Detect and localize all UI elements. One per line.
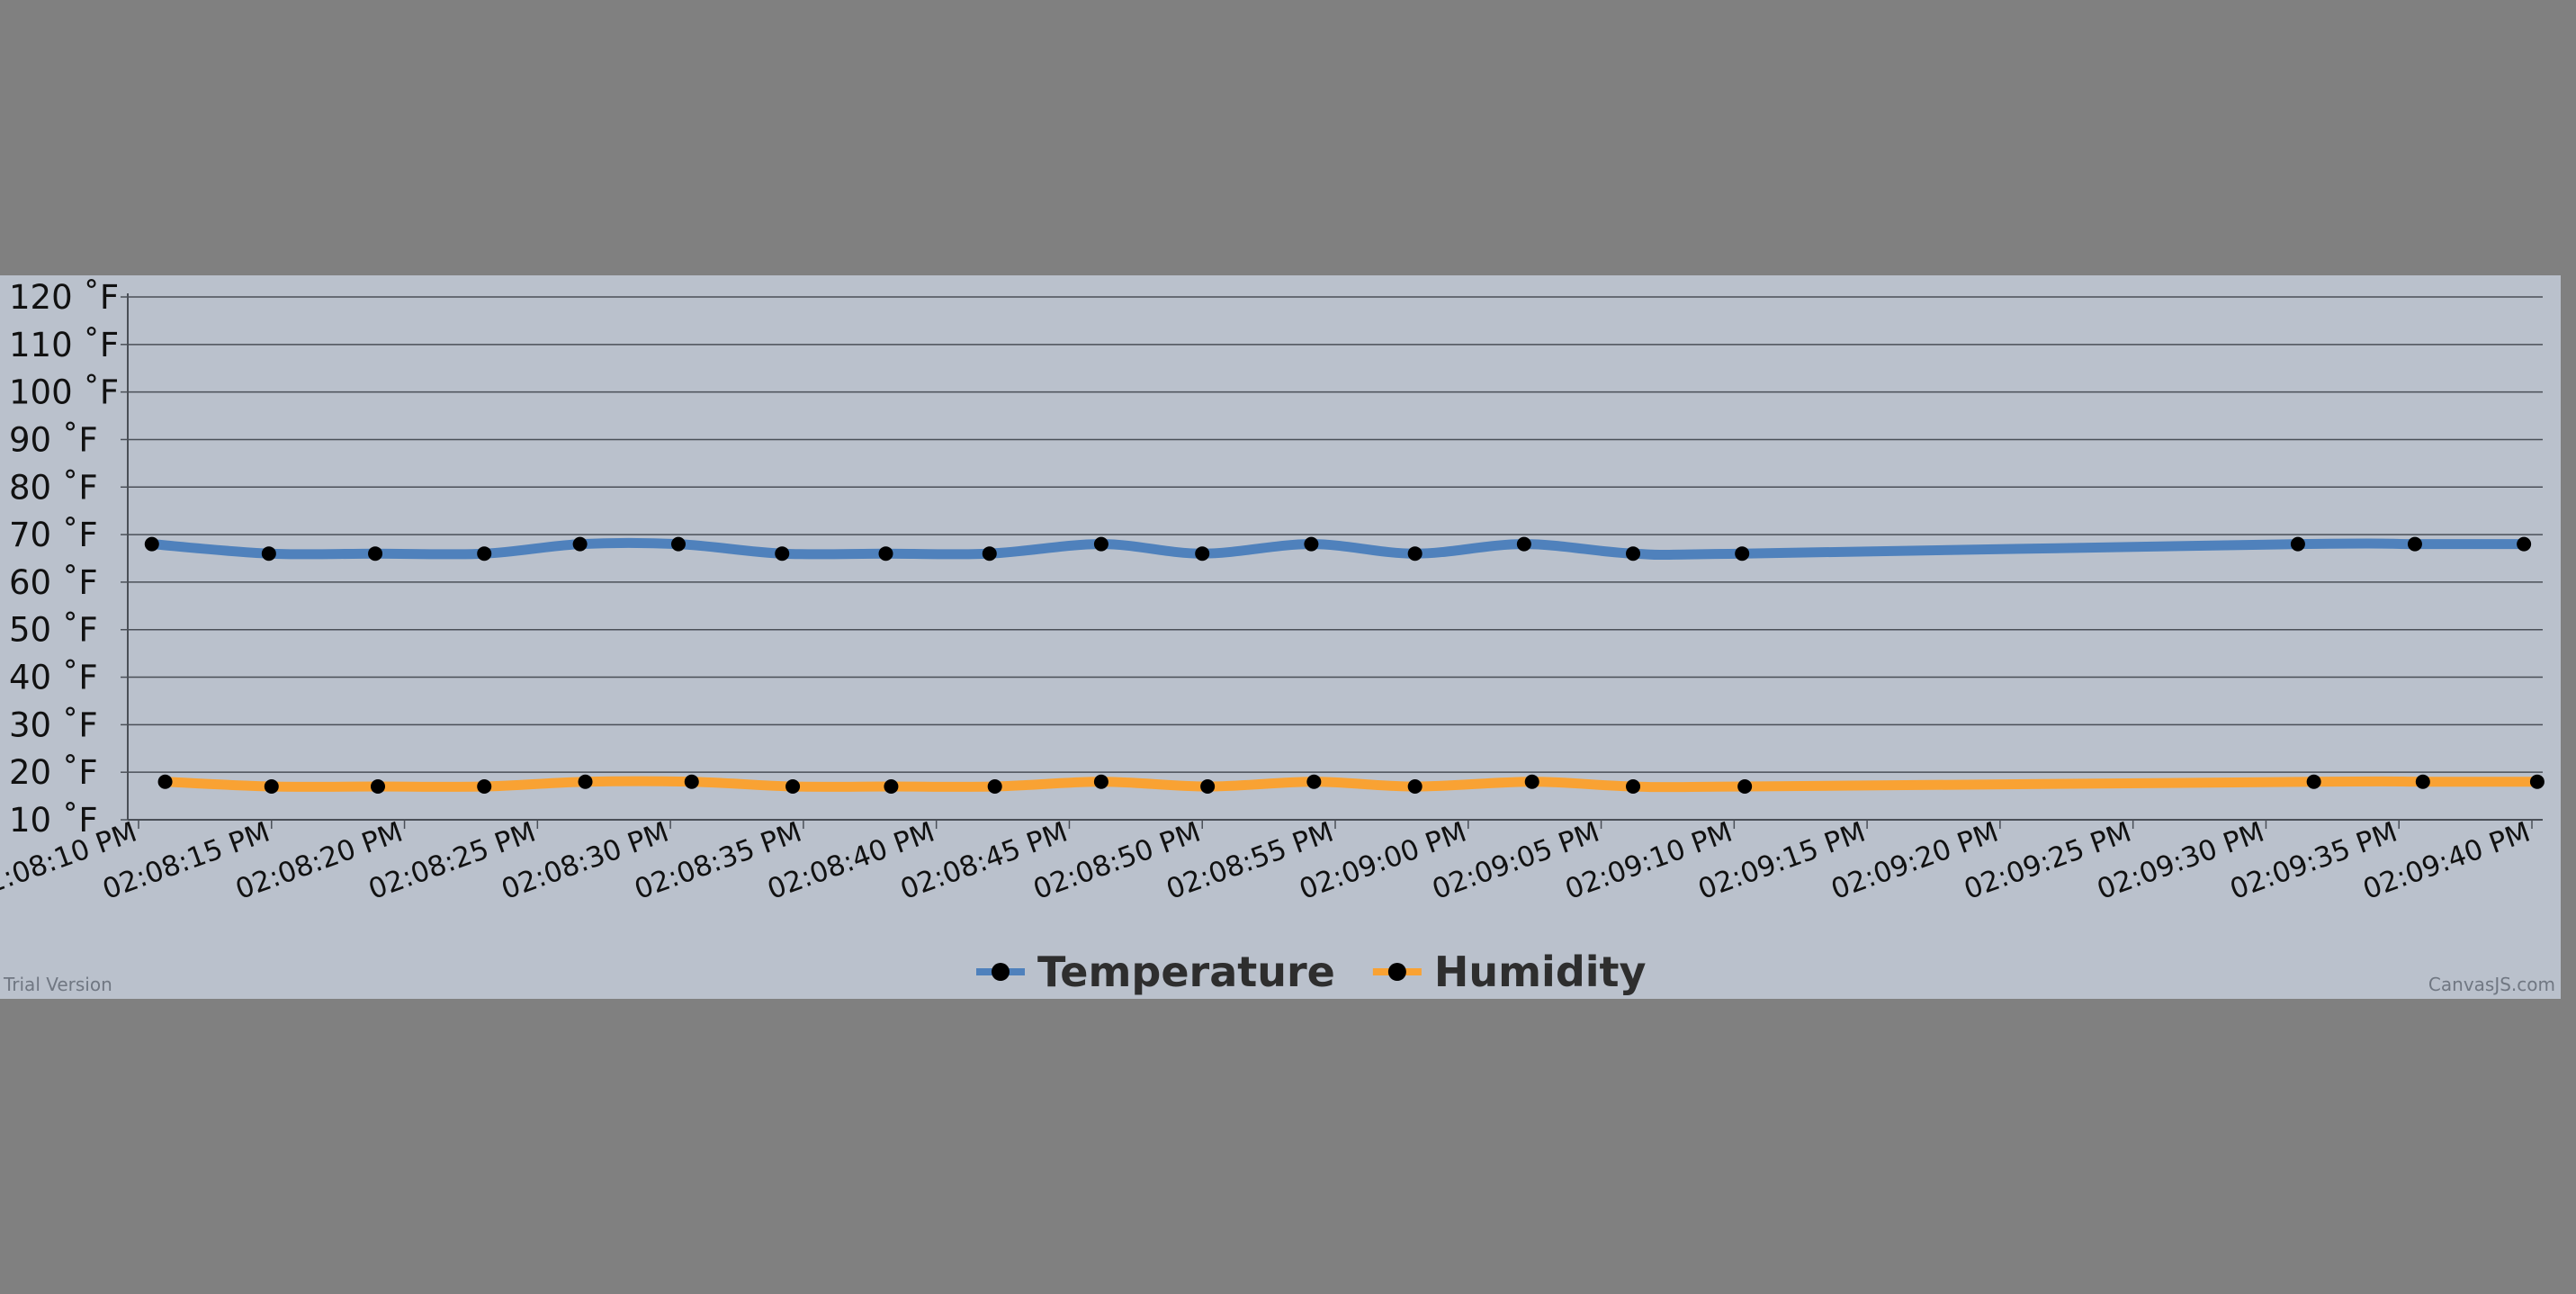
temperature-data-point[interactable]	[144, 536, 159, 552]
humidity-data-point[interactable]	[2529, 774, 2545, 789]
temperature-data-point[interactable]	[261, 546, 276, 562]
humidity-legend-marker[interactable]	[1387, 963, 1406, 981]
humidity-data-point[interactable]	[1626, 779, 1641, 795]
humidity-data-point[interactable]	[264, 779, 279, 795]
temperature-series-line	[147, 537, 2529, 561]
temperature-data-point[interactable]	[2407, 536, 2422, 552]
y-tick-label: 60 ˚F	[9, 563, 98, 602]
humidity-data-point[interactable]	[157, 774, 173, 789]
temperature-data-point[interactable]	[1735, 546, 1750, 562]
temperature-data-point[interactable]	[670, 536, 686, 552]
humidity-data-point[interactable]	[884, 779, 899, 795]
y-tick-label: 90 ˚F	[9, 420, 98, 459]
y-tick-label: 20 ˚F	[9, 753, 98, 792]
humidity-data-point[interactable]	[1200, 779, 1216, 795]
humidity-series-line	[160, 776, 2543, 793]
y-tick-label: 40 ˚F	[9, 659, 98, 697]
temperature-data-point[interactable]	[982, 546, 997, 562]
humidity-data-point[interactable]	[2415, 774, 2430, 789]
humidity-data-point[interactable]	[371, 779, 385, 795]
humidity-data-point[interactable]	[1737, 779, 1753, 795]
y-tick-label: 10 ˚F	[9, 801, 98, 840]
line-chart: 10 ˚F 20 ˚F 30 ˚F 40 ˚F 50 ˚F 60 ˚F 70 ˚F 80 ˚F…	[0, 278, 2545, 996]
chart-panel: 10 ˚F 20 ˚F 30 ˚F 40 ˚F 50 ˚F 60 ˚F 70 ˚F 80 ˚F…	[0, 275, 2561, 999]
temperature-data-point[interactable]	[2290, 536, 2305, 552]
temperature-legend-label[interactable]: Temperature	[1037, 948, 1335, 996]
y-tick-label: 80 ˚F	[9, 468, 98, 507]
temperature-data-point[interactable]	[1093, 536, 1108, 552]
temperature-legend-marker[interactable]	[992, 963, 1010, 981]
y-tick-label: 100 ˚F	[9, 373, 119, 412]
temperature-data-point[interactable]	[878, 546, 893, 562]
temperature-data-point[interactable]	[572, 536, 588, 552]
humidity-data-point[interactable]	[578, 774, 593, 789]
temperature-data-point[interactable]	[1516, 536, 1531, 552]
humidity-data-point[interactable]	[1407, 779, 1423, 795]
y-tick-label: 50 ˚F	[9, 611, 98, 650]
temperature-data-point[interactable]	[2517, 536, 2532, 552]
y-tick-label: 110 ˚F	[9, 326, 119, 364]
humidity-legend-label[interactable]: Humidity	[1434, 948, 1647, 996]
temperature-data-point[interactable]	[1304, 536, 1319, 552]
canvasjs-credit-link[interactable]: CanvasJS.com	[2428, 974, 2555, 995]
temperature-data-point[interactable]	[1626, 546, 1641, 562]
y-tick-label: 30 ˚F	[9, 705, 98, 744]
humidity-data-point[interactable]	[1524, 774, 1539, 789]
trial-version-note: Trial Version	[4, 974, 112, 995]
temperature-data-point[interactable]	[1195, 546, 1210, 562]
temperature-data-point[interactable]	[477, 546, 492, 562]
humidity-data-point[interactable]	[477, 779, 492, 795]
temperature-data-point[interactable]	[775, 546, 790, 562]
y-tick-label: 120 ˚F	[9, 278, 119, 317]
humidity-data-point[interactable]	[2306, 774, 2321, 789]
humidity-data-point[interactable]	[987, 779, 1002, 795]
humidity-data-point[interactable]	[1306, 774, 1322, 789]
humidity-data-point[interactable]	[1093, 774, 1108, 789]
y-tick-label: 70 ˚F	[9, 516, 98, 554]
temperature-data-point[interactable]	[368, 546, 383, 562]
humidity-data-point[interactable]	[684, 774, 699, 789]
temperature-data-point[interactable]	[1407, 546, 1423, 562]
humidity-data-point[interactable]	[785, 779, 801, 795]
